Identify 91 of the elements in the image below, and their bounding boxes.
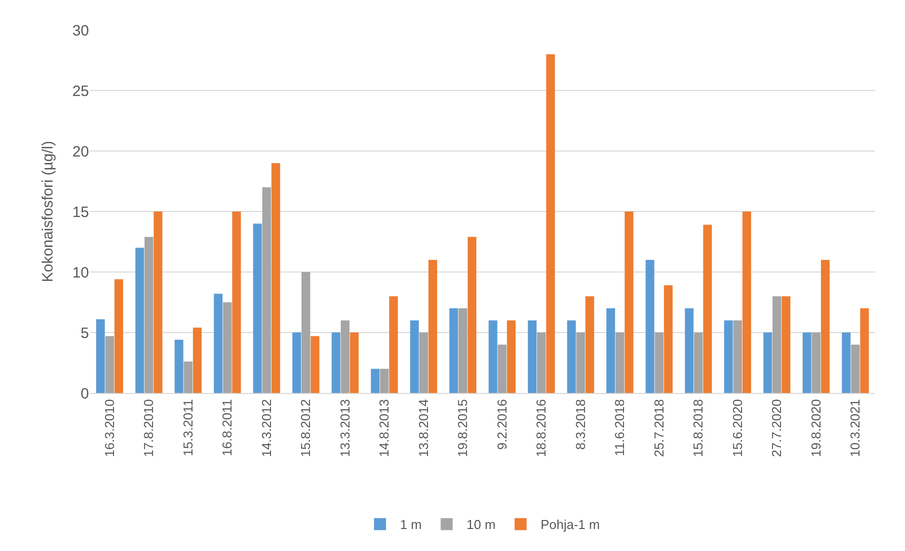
- y-tick-label: 15: [72, 204, 89, 221]
- x-tick-label: 15.8.2018: [690, 399, 706, 458]
- legend-label: 10 m: [466, 517, 496, 532]
- bar: [585, 296, 594, 393]
- x-tick-label: 13.3.2013: [337, 399, 352, 458]
- y-tick-label: 30: [72, 22, 89, 40]
- bar: [537, 332, 546, 393]
- bar: [468, 236, 476, 393]
- x-tick-label: 14.3.2012: [258, 399, 274, 458]
- bar: [851, 344, 860, 393]
- bar: [350, 332, 359, 393]
- bar: [684, 308, 694, 393]
- bar: [842, 332, 851, 393]
- y-tick-label: 0: [80, 385, 89, 402]
- bar: [105, 336, 114, 393]
- x-tick-label: 19.8.2015: [455, 399, 470, 458]
- x-tick-label: 15.3.2011: [180, 399, 196, 456]
- x-tick-label: 10.3.2021: [848, 399, 863, 458]
- bar: [389, 296, 398, 393]
- bar: [654, 332, 664, 393]
- bar: [812, 332, 820, 393]
- bar: [694, 332, 703, 393]
- bar: [144, 236, 154, 393]
- bar: [223, 302, 232, 393]
- bar: [370, 368, 380, 393]
- bar: [410, 320, 419, 393]
- bar: [271, 163, 280, 393]
- bar: [742, 212, 752, 393]
- bar: [184, 362, 192, 393]
- bar: [458, 308, 468, 393]
- bar: [232, 212, 241, 393]
- x-tick-label: 15.8.2012: [298, 399, 314, 458]
- bar: [449, 308, 458, 393]
- bar: [624, 212, 634, 393]
- y-axis-title: Kokonaisfosfori (µg/l): [40, 140, 57, 282]
- bar: [724, 320, 733, 393]
- bar: [576, 332, 585, 393]
- bar: [253, 224, 262, 393]
- bar: [380, 368, 389, 393]
- bar: [567, 320, 576, 393]
- bar: [606, 308, 616, 393]
- bar: [262, 187, 271, 393]
- bar: [772, 296, 782, 393]
- x-tick-label: 18.8.2016: [534, 399, 549, 458]
- bar: [703, 224, 712, 393]
- x-tick-label: 16.3.2010: [102, 399, 117, 458]
- y-tick-label: 25: [72, 82, 89, 100]
- bar: [763, 332, 772, 393]
- bar: [616, 332, 624, 393]
- x-tick-label: 13.8.2014: [416, 399, 431, 458]
- bar: [310, 336, 320, 393]
- bar: [192, 328, 202, 393]
- x-tick-label: 16.8.2011: [220, 399, 235, 456]
- bar: [214, 294, 223, 393]
- bar: [174, 340, 184, 393]
- bar: [96, 319, 105, 393]
- bar: [154, 212, 162, 393]
- bar: [292, 332, 302, 393]
- x-tick-label: 8.3.2018: [572, 399, 588, 450]
- bar: [332, 332, 340, 393]
- bar: [646, 260, 654, 393]
- y-tick-label: 5: [80, 324, 89, 342]
- x-tick-label: 11.6.2018: [612, 399, 628, 456]
- bar: [860, 308, 869, 393]
- bar: [820, 260, 830, 393]
- bar: [546, 54, 555, 393]
- x-tick-label: 17.8.2010: [141, 399, 156, 458]
- x-tick-label: 14.8.2013: [376, 399, 392, 458]
- x-tick-label: 19.8.2020: [808, 399, 824, 458]
- bar: [528, 320, 537, 393]
- bar: [114, 279, 124, 393]
- bar: [135, 248, 144, 393]
- bar: [498, 344, 506, 393]
- x-tick-label: 25.7.2018: [651, 399, 666, 458]
- x-tick-label: 9.2.2016: [494, 399, 510, 450]
- bar: [428, 260, 438, 393]
- legend-label: 1 m: [400, 517, 422, 532]
- bar: [782, 296, 790, 393]
- bar: [664, 285, 673, 393]
- y-tick-label: 10: [72, 264, 89, 282]
- bar: [802, 332, 812, 393]
- bar: [488, 320, 498, 393]
- bar: [419, 332, 428, 393]
- x-tick-label: 15.6.2020: [730, 399, 745, 458]
- y-tick-label: 20: [72, 143, 89, 160]
- bar: [506, 320, 516, 393]
- bar: [733, 320, 742, 393]
- bar: [340, 320, 350, 393]
- x-tick-label: 27.7.2020: [769, 399, 784, 458]
- bar: [302, 272, 310, 393]
- legend-label: Pohja-1 m: [540, 517, 600, 532]
